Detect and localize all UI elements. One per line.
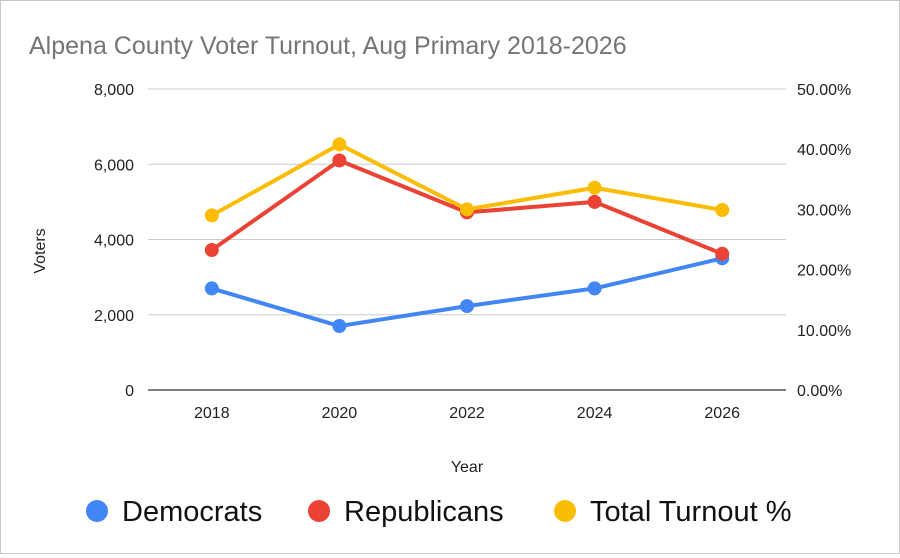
data-point bbox=[204, 243, 219, 258]
data-point bbox=[715, 203, 730, 218]
legend: Democrats Republicans Total Turnout % bbox=[86, 496, 792, 528]
data-point bbox=[204, 208, 219, 223]
legend-marker bbox=[308, 500, 330, 522]
right-tick-label: 20.00% bbox=[797, 263, 851, 280]
x-axis-label: Year bbox=[451, 459, 484, 476]
left-axis-ticks: 0 2,000 4,000 6,000 8,000 bbox=[94, 82, 134, 400]
series-line bbox=[209, 256, 725, 329]
data-point bbox=[332, 137, 347, 152]
x-tick-label: 2022 bbox=[449, 405, 485, 422]
legend-label: Total Turnout % bbox=[590, 496, 792, 528]
left-tick-label: 4,000 bbox=[94, 233, 134, 250]
series-layer bbox=[204, 137, 730, 334]
x-tick-label: 2020 bbox=[322, 405, 358, 422]
data-point bbox=[715, 246, 730, 261]
chart-title: Alpena County Voter Turnout, Aug Primary… bbox=[29, 32, 627, 60]
right-tick-label: 10.00% bbox=[797, 323, 851, 340]
data-point bbox=[587, 281, 602, 296]
grid-lines bbox=[148, 88, 786, 391]
x-tick-label: 2024 bbox=[577, 405, 613, 422]
data-point bbox=[332, 153, 347, 168]
right-axis-ticks: 0.00% 10.00% 20.00% 30.00% 40.00% 50.00% bbox=[797, 82, 851, 400]
left-tick-label: 2,000 bbox=[94, 308, 134, 325]
right-tick-label: 0.00% bbox=[797, 383, 842, 400]
data-point bbox=[460, 299, 474, 314]
left-tick-label: 6,000 bbox=[94, 157, 134, 174]
right-tick-label: 50.00% bbox=[797, 82, 851, 99]
legend-label: Republicans bbox=[344, 496, 504, 528]
data-point bbox=[587, 180, 602, 195]
x-tick-label: 2026 bbox=[704, 405, 740, 422]
legend-marker bbox=[86, 500, 108, 522]
data-point bbox=[204, 281, 219, 296]
data-point bbox=[332, 319, 347, 334]
right-tick-label: 30.00% bbox=[797, 202, 851, 219]
legend-marker bbox=[554, 500, 576, 522]
y-axis-label: Voters bbox=[32, 228, 49, 273]
data-point bbox=[460, 202, 474, 217]
data-point bbox=[587, 194, 602, 209]
left-tick-label: 8,000 bbox=[94, 82, 134, 99]
right-tick-label: 40.00% bbox=[797, 142, 851, 159]
legend-label: Democrats bbox=[122, 496, 262, 528]
x-tick-label: 2018 bbox=[194, 405, 230, 422]
series-total-turnout bbox=[204, 137, 730, 223]
x-axis-ticks: 2018 2020 2022 2024 2026 bbox=[194, 405, 740, 422]
left-tick-label: 0 bbox=[125, 383, 134, 400]
series-democrats bbox=[204, 251, 730, 334]
